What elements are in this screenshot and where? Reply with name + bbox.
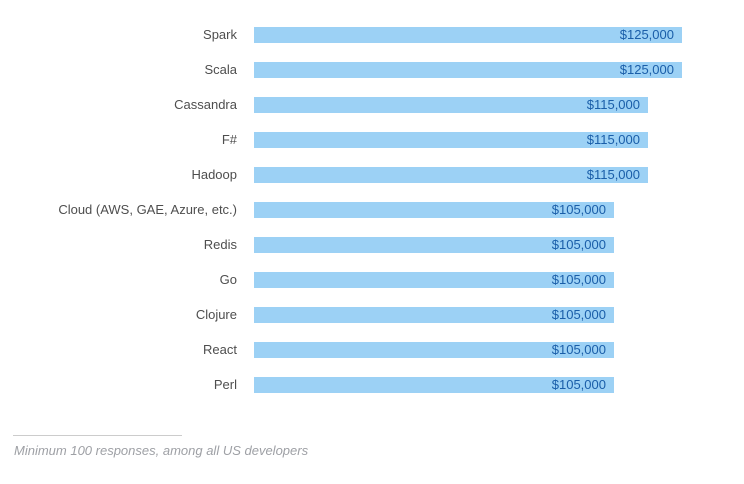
bar: $115,000 <box>254 166 648 183</box>
value-label: $105,000 <box>551 306 606 322</box>
category-label: F# <box>221 131 237 147</box>
category-label: Perl <box>213 376 237 392</box>
value-label: $115,000 <box>586 131 640 147</box>
chart-row: F# $115,000 <box>0 122 744 157</box>
footnote-divider <box>13 435 182 436</box>
bar-track: $105,000 <box>254 376 744 393</box>
bar-track: $125,000 <box>254 61 744 78</box>
category-label: Redis <box>203 236 237 252</box>
value-label: $105,000 <box>551 341 606 357</box>
bar-track: $105,000 <box>254 341 744 358</box>
chart-row: React $105,000 <box>0 332 744 367</box>
bar: $105,000 <box>254 306 614 323</box>
category-label: Clojure <box>195 306 237 322</box>
chart-row: Hadoop $115,000 <box>0 157 744 192</box>
value-label: $105,000 <box>551 201 606 217</box>
value-label: $115,000 <box>586 166 640 182</box>
category-label: Scala <box>204 61 237 77</box>
value-label: $105,000 <box>551 271 606 287</box>
category-label: Cassandra <box>174 96 237 112</box>
value-label: $115,000 <box>586 96 640 112</box>
bar: $105,000 <box>254 201 614 218</box>
chart-footer: Minimum 100 responses, among all US deve… <box>0 435 744 458</box>
footnote-text: Minimum 100 responses, among all US deve… <box>14 443 309 458</box>
value-label: $105,000 <box>551 236 606 252</box>
value-label: $105,000 <box>551 376 606 392</box>
bar: $125,000 <box>254 26 682 43</box>
chart-row: Perl $105,000 <box>0 367 744 402</box>
category-label: Hadoop <box>191 166 237 182</box>
category-label: Go <box>219 271 237 287</box>
bar-track: $115,000 <box>254 131 744 148</box>
chart-row: Scala $125,000 <box>0 52 744 87</box>
chart-row: Clojure $105,000 <box>0 297 744 332</box>
chart-row: Redis $105,000 <box>0 227 744 262</box>
bar-track: $105,000 <box>254 236 744 253</box>
bar-chart: Spark $125,000 Scala $125,000 Cassandra <box>0 17 744 402</box>
bar-track: $115,000 <box>254 96 744 113</box>
chart-row: Go $105,000 <box>0 262 744 297</box>
chart-row: Cloud (AWS, GAE, Azure, etc.) $105,000 <box>0 192 744 227</box>
bar: $105,000 <box>254 341 614 358</box>
bar-track: $105,000 <box>254 271 744 288</box>
value-label: $125,000 <box>619 61 674 77</box>
category-label: Cloud (AWS, GAE, Azure, etc.) <box>58 201 237 217</box>
bar-track: $105,000 <box>254 201 744 218</box>
value-label: $125,000 <box>619 26 674 42</box>
bar: $115,000 <box>254 131 648 148</box>
bar-track: $125,000 <box>254 26 744 43</box>
bar: $105,000 <box>254 236 614 253</box>
bar: $125,000 <box>254 61 682 78</box>
bar: $115,000 <box>254 96 648 113</box>
bar: $105,000 <box>254 271 614 288</box>
chart-row: Spark $125,000 <box>0 17 744 52</box>
category-label: Spark <box>203 26 237 42</box>
bar-track: $105,000 <box>254 306 744 323</box>
bar-track: $115,000 <box>254 166 744 183</box>
category-label: React <box>203 341 237 357</box>
chart-row: Cassandra $115,000 <box>0 87 744 122</box>
bar: $105,000 <box>254 376 614 393</box>
